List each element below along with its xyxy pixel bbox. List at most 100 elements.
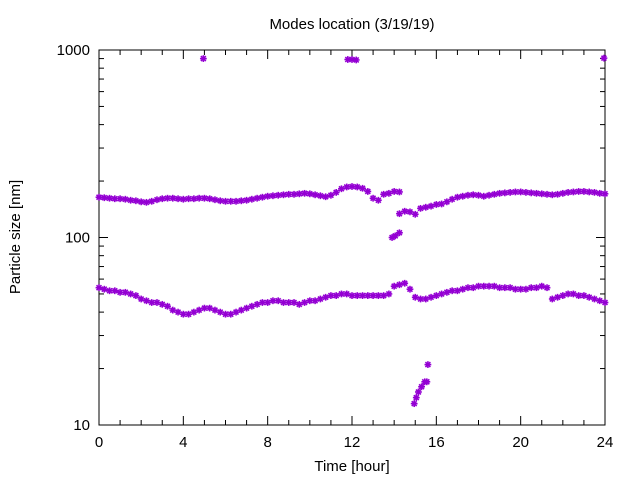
data-point xyxy=(306,190,314,198)
data-point xyxy=(432,292,440,299)
data-point xyxy=(538,282,546,290)
data-point xyxy=(396,281,403,289)
data-point xyxy=(454,287,461,295)
data-point xyxy=(564,290,572,298)
data-point xyxy=(485,191,493,199)
data-point xyxy=(353,183,361,191)
data-point xyxy=(227,310,235,318)
data-point xyxy=(195,194,203,202)
data-point xyxy=(511,285,519,293)
data-point xyxy=(385,189,393,197)
data-point xyxy=(543,284,551,292)
data-point xyxy=(506,188,514,196)
x-axis: 0 4 8 12 16 20 24 xyxy=(95,50,614,451)
data-point xyxy=(517,285,525,293)
data-point xyxy=(401,279,409,287)
data-point xyxy=(380,292,388,299)
x-tick-label: 4 xyxy=(179,434,187,451)
data-point xyxy=(538,190,546,198)
data-point xyxy=(164,302,171,310)
data-point xyxy=(258,193,266,201)
chart-title: Modes location (3/19/19) xyxy=(269,16,434,33)
y-tick-label: 1000 xyxy=(57,42,90,59)
data-point xyxy=(396,210,403,218)
data-point xyxy=(311,297,319,305)
data-point xyxy=(352,56,360,64)
data-point xyxy=(285,299,293,306)
data-point xyxy=(216,197,224,205)
data-point xyxy=(380,190,388,198)
data-point xyxy=(401,207,409,215)
data-point xyxy=(490,282,498,290)
data-point xyxy=(285,190,293,198)
data-point xyxy=(274,297,282,305)
y-tick-label: 100 xyxy=(65,230,90,247)
data-point xyxy=(480,282,488,290)
data-point xyxy=(280,191,287,199)
data-point xyxy=(396,188,403,196)
x-tick-label: 20 xyxy=(512,434,529,451)
y-tick-label: 10 xyxy=(73,417,90,434)
data-point xyxy=(564,188,572,196)
data-point xyxy=(143,297,150,305)
x-tick-label: 0 xyxy=(95,434,103,451)
plot-frame xyxy=(98,49,606,426)
data-point xyxy=(158,300,166,308)
data-point xyxy=(327,292,335,299)
data-point xyxy=(410,400,418,408)
data-point xyxy=(179,310,187,318)
data-point xyxy=(237,197,245,205)
data-point xyxy=(164,194,171,202)
data-point xyxy=(332,292,340,299)
data-point xyxy=(432,201,440,208)
data-point xyxy=(369,194,377,202)
data-point xyxy=(554,293,561,301)
data-point xyxy=(311,191,319,199)
data-point xyxy=(253,300,261,308)
data-point xyxy=(290,190,298,198)
data-point xyxy=(580,292,588,299)
data-point xyxy=(137,198,145,206)
data-point xyxy=(485,282,493,290)
data-point xyxy=(158,195,166,203)
x-tick-label: 24 xyxy=(597,434,614,451)
data-point xyxy=(274,191,282,199)
data-point xyxy=(459,192,467,200)
data-point xyxy=(322,193,330,201)
data-point xyxy=(406,285,414,293)
data-point xyxy=(116,195,124,203)
data-point xyxy=(496,284,503,292)
data-point xyxy=(422,295,430,303)
data-point xyxy=(237,306,245,314)
data-point xyxy=(264,192,272,200)
data-point xyxy=(369,292,377,299)
data-point xyxy=(248,195,256,203)
data-point xyxy=(343,290,351,298)
data-point xyxy=(469,191,477,199)
data-point xyxy=(190,195,198,203)
data-point xyxy=(423,378,431,386)
data-point xyxy=(533,189,540,197)
data-point xyxy=(364,188,372,195)
data-point xyxy=(290,299,298,306)
data-point xyxy=(106,194,113,202)
data-point xyxy=(517,188,525,196)
data-point xyxy=(527,284,535,292)
data-point xyxy=(127,196,135,204)
data-point xyxy=(417,295,424,303)
data-point xyxy=(353,292,361,299)
data-point xyxy=(185,195,193,203)
data-point xyxy=(169,306,177,314)
data-point xyxy=(490,190,498,198)
x-tick-label: 8 xyxy=(263,434,271,451)
x-tick-label: 12 xyxy=(344,434,361,451)
data-point xyxy=(127,290,135,298)
data-point xyxy=(385,290,393,298)
y-axis: 10 100 1000 xyxy=(57,42,605,434)
data-point xyxy=(153,299,161,306)
data-point xyxy=(548,295,556,303)
data-point xyxy=(327,191,335,199)
data-point xyxy=(417,204,424,212)
data-point xyxy=(527,189,535,197)
